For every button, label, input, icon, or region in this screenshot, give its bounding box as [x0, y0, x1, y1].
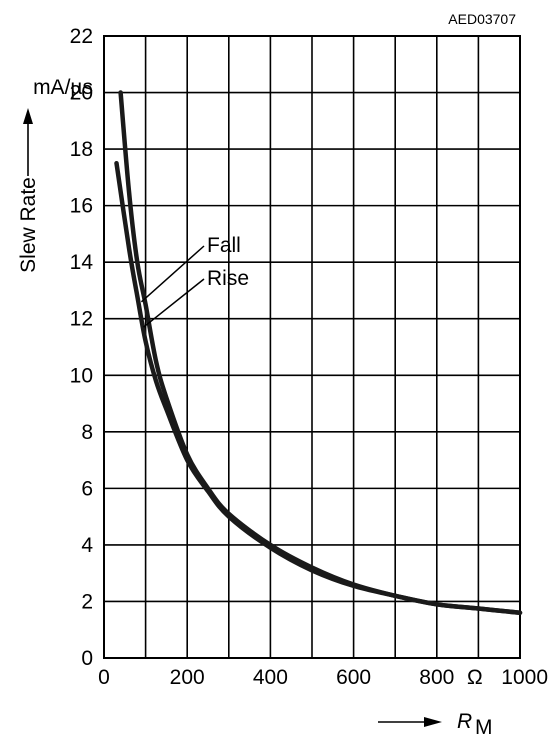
y-tick-label: 18 — [70, 138, 93, 161]
y-axis-label: Slew Rate — [17, 177, 40, 273]
x-axis-label: R — [457, 710, 472, 733]
y-tick-label: 6 — [81, 477, 93, 500]
leader-line-rise — [143, 278, 205, 328]
chart-code: AED03707 — [448, 11, 516, 27]
annotation-rise: Rise — [207, 267, 249, 290]
y-axis-arrow — [23, 108, 33, 176]
x-tick-label: 1000 — [501, 666, 548, 689]
x-axis-arrow — [378, 717, 442, 727]
annotation-fall: Fall — [207, 234, 241, 257]
x-tick-label: 600 — [336, 666, 371, 689]
y-tick-labels: 0 2 4 6 8 10 12 14 16 18 20 22 — [70, 25, 94, 670]
y-tick-label: 8 — [81, 421, 93, 444]
series-line-fall — [118, 90, 523, 616]
y-tick-label: 2 — [81, 590, 93, 613]
x-tick-label: 200 — [170, 666, 205, 689]
x-tick-label: 800 — [419, 666, 454, 689]
y-tick-label: 20 — [70, 82, 93, 105]
x-unit-label: Ω — [467, 666, 483, 689]
y-tick-label: 12 — [70, 308, 93, 331]
y-tick-label: 4 — [81, 534, 93, 557]
curves — [114, 90, 523, 616]
y-tick-label: 14 — [70, 251, 94, 274]
y-tick-label: 0 — [81, 647, 93, 670]
leader-lines — [140, 245, 205, 328]
y-tick-label: 16 — [70, 195, 93, 218]
y-tick-label: 22 — [70, 25, 93, 48]
x-tick-label: 0 — [98, 666, 110, 689]
series-line-rise — [114, 160, 523, 616]
plot-frame — [103, 35, 521, 659]
x-axis-label-subscript: M — [475, 716, 493, 739]
y-tick-label: 10 — [70, 364, 93, 387]
y-unit-label: mA/µs — [33, 76, 93, 99]
x-tick-labels: 0 200 400 600 800 1000 — [98, 666, 548, 689]
leader-line-fall — [140, 245, 205, 303]
y-axis-title: Slew Rate — [17, 177, 40, 273]
x-tick-label: 400 — [253, 666, 288, 689]
grid-lines — [104, 36, 520, 658]
